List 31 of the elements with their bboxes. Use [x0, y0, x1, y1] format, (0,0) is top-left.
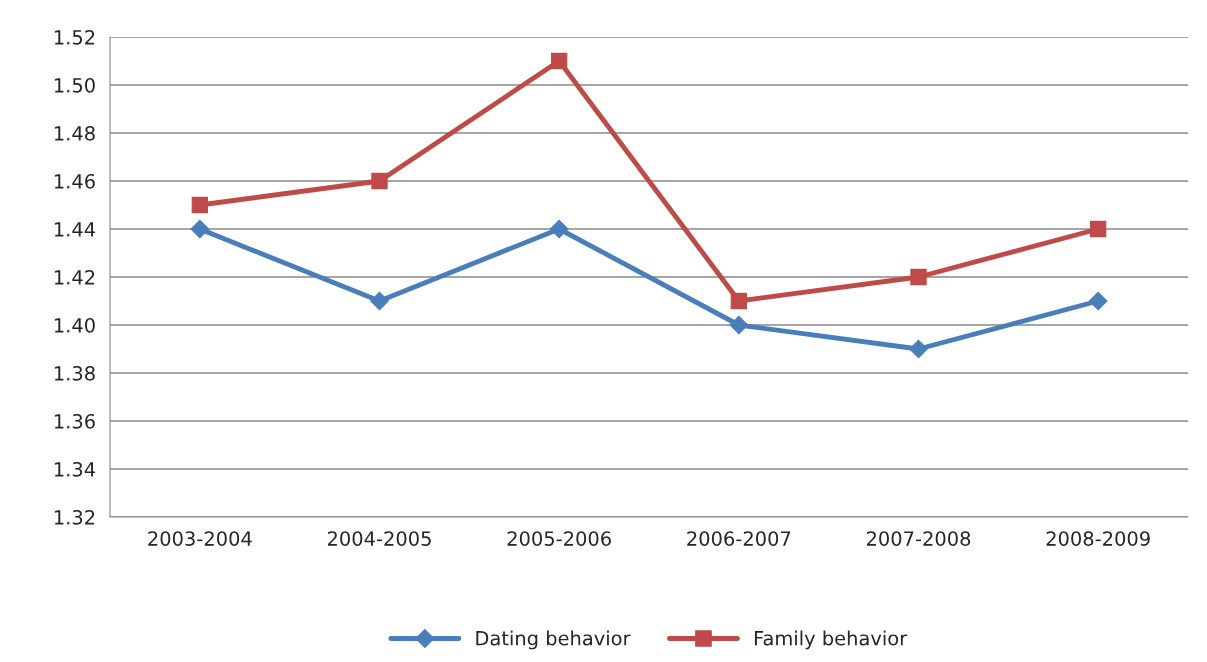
legend-label: Dating behavior [476, 630, 631, 650]
legend-label: Family behavior [754, 630, 908, 650]
x-tick-label: 2004-2005 [327, 531, 431, 546]
y-tick-label: 1.32 [54, 509, 95, 525]
y-tick-label: 1.46 [54, 173, 95, 189]
x-tick-label: 2005-2006 [507, 531, 611, 546]
x-tick-label: 2007-2008 [866, 531, 971, 546]
point [1088, 291, 1108, 311]
point [190, 219, 210, 239]
x-tick-label: 2006-2007 [687, 531, 791, 546]
point [191, 196, 208, 214]
point [371, 172, 388, 190]
x-tick-label: 2003-2004 [148, 531, 252, 546]
point [910, 268, 927, 286]
x-tick-label: 2008-2009 [1046, 531, 1150, 546]
point [370, 291, 389, 311]
y-tick-label: 1.40 [54, 317, 95, 333]
y-tick-label: 1.38 [54, 365, 95, 381]
point [730, 292, 747, 310]
y-tick-label: 1.36 [54, 413, 95, 429]
y-tick-label: 1.48 [54, 125, 95, 141]
y-tick-label: 1.34 [54, 461, 96, 477]
y-tick-label: 1.52 [54, 29, 95, 45]
y-tick-label: 1.44 [54, 222, 96, 237]
point [909, 339, 928, 359]
y-tick-label: 1.42 [54, 269, 95, 285]
point [729, 315, 749, 335]
y-tick-label: 1.50 [54, 77, 95, 93]
point [551, 52, 568, 70]
point [549, 219, 569, 239]
point [1090, 220, 1107, 238]
